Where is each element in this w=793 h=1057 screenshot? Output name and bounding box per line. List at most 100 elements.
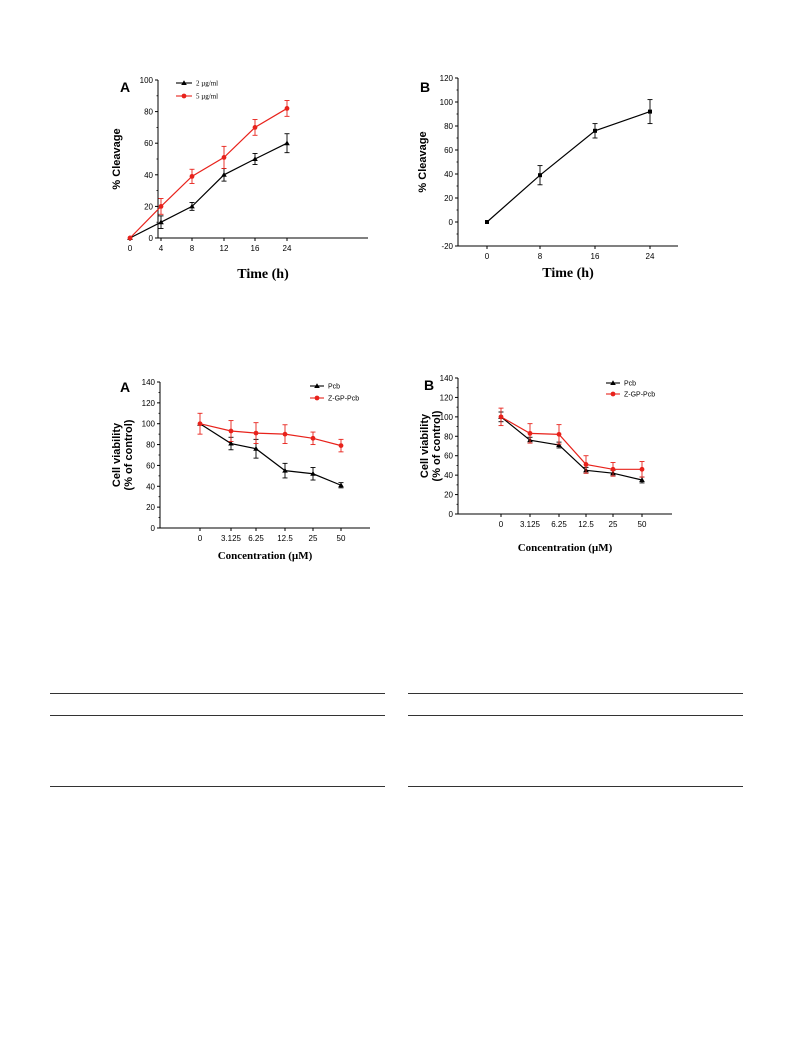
x-tick-label: 25 — [309, 534, 318, 543]
x-tick-label: 50 — [337, 534, 346, 543]
panel-label: B — [424, 377, 434, 393]
table-right-header-rule — [408, 715, 743, 716]
y-tick-label: 60 — [144, 139, 153, 148]
data-point — [593, 128, 597, 133]
chart-viability-a: A 0 20 40 60 80 100 120 140 0 3.125 6.25 12.5 25 50 Con… — [111, 378, 370, 562]
x-axis-label: Concentration (µM) — [518, 542, 613, 554]
data-point — [583, 462, 589, 467]
table-left-header-rule — [50, 715, 385, 716]
y-tick-label: 60 — [444, 452, 453, 461]
x-tick-label: 8 — [538, 252, 543, 261]
legend-marker — [314, 383, 320, 388]
x-tick-label: 12 — [220, 244, 229, 253]
y-tick-label: 120 — [142, 399, 156, 408]
panel-label: A — [120, 79, 130, 95]
y-axis-label-line1: Cell viability — [111, 422, 123, 487]
data-point — [221, 155, 227, 160]
legend: Pcb Z-GP-Pcb — [606, 380, 655, 399]
x-axis-label: Time (h) — [237, 267, 289, 282]
data-point — [639, 466, 645, 472]
table-right-top-rule — [408, 693, 743, 694]
y-tick-label: 80 — [444, 122, 453, 131]
table-left-top-rule — [50, 693, 385, 694]
data-point — [639, 477, 645, 482]
data-point — [197, 421, 203, 427]
data-point — [252, 125, 258, 130]
x-tick-label: 12.5 — [578, 520, 594, 529]
y-tick-label: 40 — [444, 170, 453, 179]
y-tick-label: 80 — [144, 108, 153, 117]
series-line — [199, 423, 342, 486]
series-line — [486, 111, 651, 223]
legend-label: 2 µg/ml — [196, 80, 218, 88]
legend-label: Z-GP-Pcb — [328, 396, 359, 403]
series-2-g-ml — [127, 133, 290, 240]
y-axis-label-line2: (% of control) — [123, 419, 135, 490]
y-axis-label-line1: Cell viability — [419, 413, 431, 478]
data-point — [158, 219, 164, 225]
legend-marker — [181, 80, 187, 85]
data-point — [310, 435, 316, 441]
data-point — [498, 414, 504, 420]
x-tick-label: 0 — [499, 520, 504, 529]
series-5-g-ml — [127, 100, 290, 241]
y-tick-label: -20 — [441, 242, 453, 251]
y-axis-label: % Cleavage — [111, 128, 123, 189]
y-tick-label: 80 — [444, 432, 453, 441]
legend-marker — [314, 395, 320, 401]
data-point — [284, 140, 290, 146]
y-tick-label: 0 — [449, 218, 454, 227]
y-tick-label: 20 — [144, 202, 153, 211]
y-tick-label: 20 — [444, 491, 453, 500]
x-tick-label: 0 — [485, 252, 490, 261]
x-tick-label: 3.125 — [520, 520, 541, 529]
series-z-gp-pcb — [197, 412, 344, 453]
data-point — [282, 467, 288, 473]
data-point — [527, 430, 533, 436]
data-point — [282, 431, 288, 437]
legend-label: Pcb — [624, 381, 636, 388]
y-axis-label-line2: (% of control) — [431, 410, 443, 481]
data-point — [485, 220, 489, 224]
data-point — [538, 173, 542, 178]
x-tick-label: 24 — [646, 252, 655, 261]
data-point — [253, 430, 259, 436]
data-point — [228, 428, 234, 434]
y-tick-label: 100 — [140, 76, 154, 85]
data-point — [221, 172, 227, 177]
y-tick-label: 40 — [144, 171, 153, 180]
x-tick-label: 4 — [159, 244, 164, 253]
y-tick-label: 20 — [444, 194, 453, 203]
data-point — [310, 470, 316, 476]
y-tick-label: 0 — [151, 524, 156, 533]
data-point — [189, 173, 195, 179]
y-tick-label: 140 — [142, 378, 156, 387]
x-tick-label: 6.25 — [248, 534, 264, 543]
table-left-bottom-rule — [50, 786, 385, 787]
data-point — [338, 443, 344, 449]
x-tick-label: 24 — [283, 244, 292, 253]
x-tick-label: 12.5 — [277, 534, 293, 543]
y-tick-label: 80 — [146, 441, 155, 450]
y-tick-label: 100 — [440, 98, 454, 107]
y-tick-label: 0 — [149, 234, 154, 243]
data-point — [228, 440, 234, 446]
series-line — [500, 416, 643, 481]
data-point — [253, 445, 259, 451]
x-tick-label: 25 — [609, 520, 618, 529]
y-tick-label: 40 — [146, 482, 155, 491]
data-point — [556, 442, 562, 448]
legend-label: Pcb — [328, 384, 340, 391]
chart-cleavage-b: B -20 0 20 40 60 80 100 120 0 8 16 24 Time (h) % Cleav… — [417, 74, 678, 281]
series-line — [129, 107, 288, 239]
y-axis-label: % Cleavage — [417, 131, 429, 192]
data-point — [284, 106, 290, 111]
y-tick-label: 100 — [440, 413, 454, 422]
series-0 — [485, 99, 653, 224]
x-axis-label: Concentration (µM) — [218, 550, 313, 562]
panel-label: B — [420, 79, 430, 95]
data-point — [127, 235, 133, 241]
series-z-gp-pcb — [498, 407, 645, 478]
chart-viability-b: B 0 20 40 60 80 100 120 140 0 3.125 6.25 12.5 25 50 Con… — [419, 374, 672, 554]
panel-label: A — [120, 379, 130, 395]
